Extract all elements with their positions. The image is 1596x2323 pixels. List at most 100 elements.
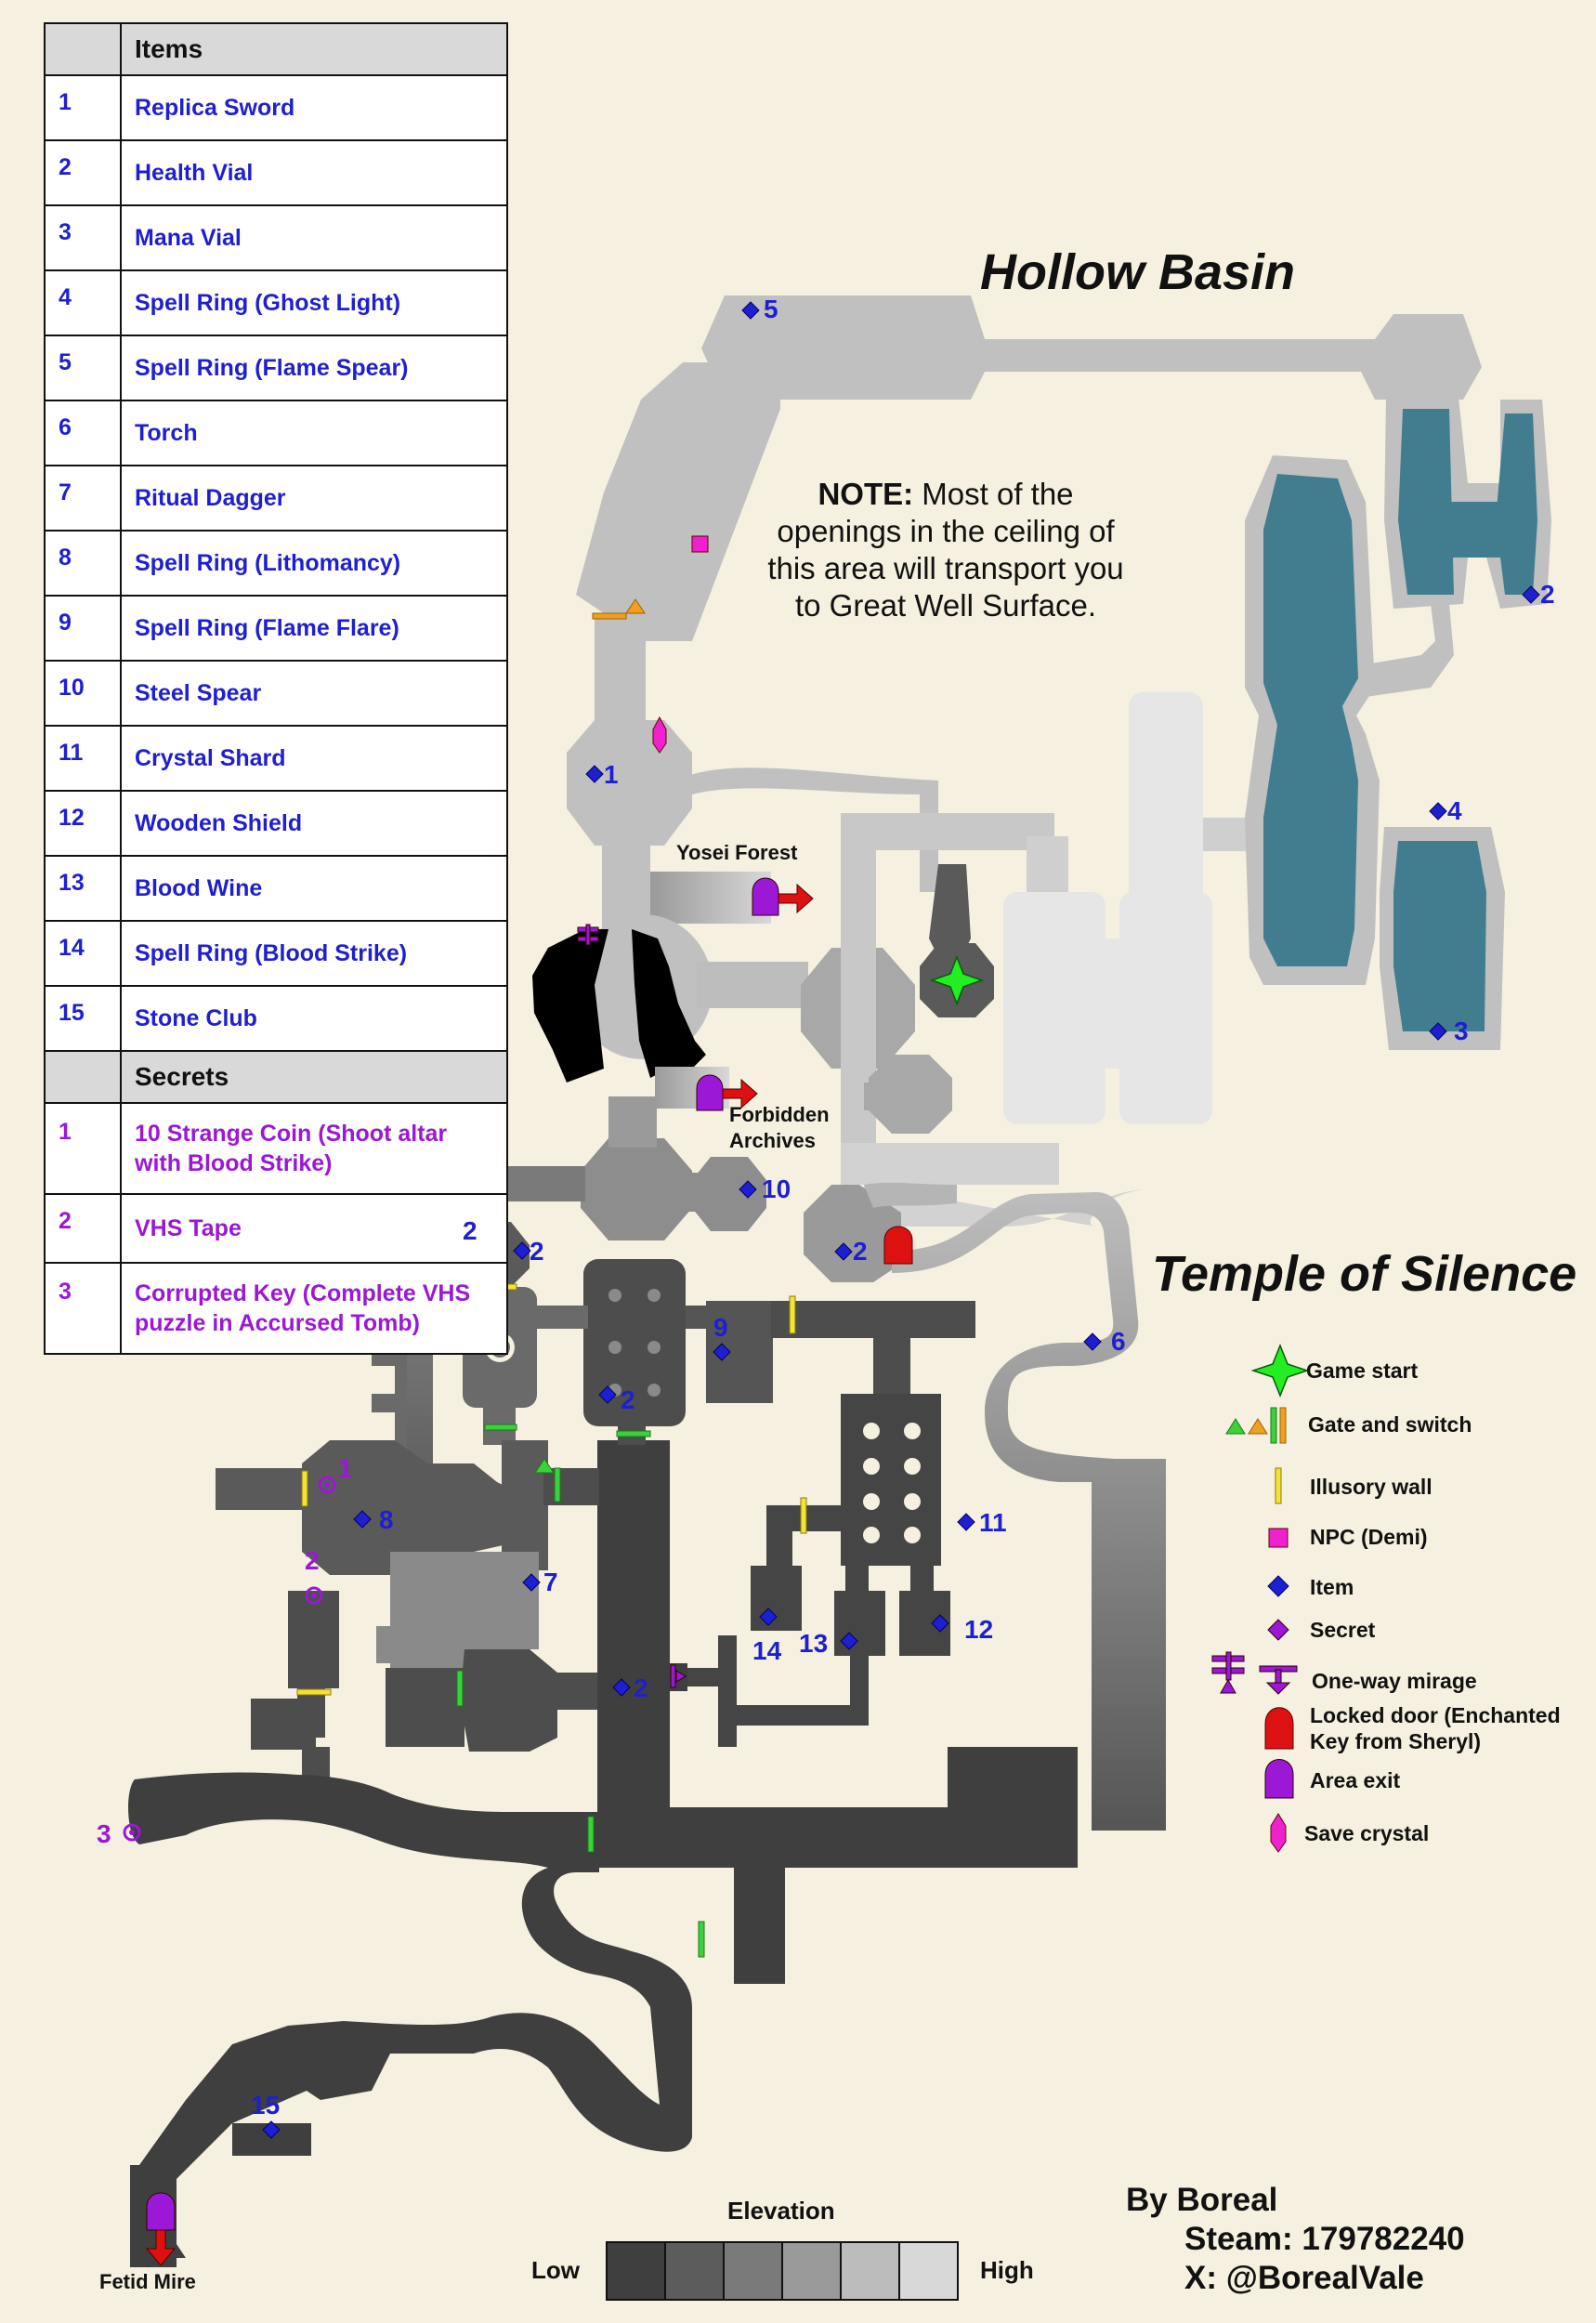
row-number: 7 (44, 465, 122, 532)
east-hall-top (1129, 692, 1203, 906)
yosei-exit-corridor (650, 872, 771, 924)
map-item-label: 15 (251, 2091, 281, 2120)
item-marker-7 (522, 1573, 541, 1592)
note-bold: NOTE: (818, 477, 914, 511)
item-row: 14 Spell Ring (Blood Strike) (44, 920, 508, 987)
item-marker-2c (834, 1242, 853, 1261)
item-row: 3 Mana Vial (44, 204, 508, 271)
key-label-mirage: One-way mirage (1312, 1669, 1477, 1693)
row-number: 9 (44, 595, 122, 662)
item-row: 1 Replica Sword (44, 74, 508, 141)
row-number: 11 (44, 725, 122, 792)
key-npc-icon (1268, 1528, 1289, 1548)
row-number: 2 (44, 1193, 122, 1264)
room-13-left-down (718, 1635, 737, 1747)
row-name: Spell Ring (Flame Flare) (120, 595, 508, 662)
item-row: 6 Torch (44, 400, 508, 466)
room-below-7-mid (460, 1649, 557, 1752)
illusory-wall-3 (301, 1470, 308, 1507)
key-label-game-start: Game start (1306, 1358, 1419, 1383)
key-locked-icon (1264, 1707, 1294, 1750)
map-markers (145, 535, 985, 2266)
key-label-locked-2: Key from Sheryl) (1310, 1729, 1482, 1753)
map-item-label: 4 (1447, 796, 1462, 825)
map-item-label: 1 (604, 760, 619, 789)
dark-cave (532, 929, 706, 1083)
dotted-room-pillars (608, 1289, 661, 1397)
elevation-step (898, 2241, 959, 2301)
gate-4 (456, 1670, 464, 1707)
map-item-label: 2 (463, 1216, 477, 1245)
map-item-label: 2 (853, 1237, 868, 1266)
row-name: Wooden Shield (120, 790, 508, 857)
row-name: Items (120, 22, 508, 76)
basin-stem (595, 613, 646, 734)
secret-row: 2 VHS Tape (44, 1193, 508, 1264)
key-label-gate: Gate and switch (1308, 1412, 1472, 1437)
water-main (1263, 474, 1358, 966)
key-label-locked-1: Locked door (Enchanted (1310, 1703, 1561, 1727)
map-item-label: 2 (621, 1385, 635, 1414)
secret-2-lower-room (251, 1699, 316, 1750)
ceiling-note: NOTE: Most of the openings in the ceilin… (760, 476, 1132, 624)
room-8-east-link (543, 1468, 599, 1505)
temple-dotted-room (583, 1259, 686, 1426)
basin-hub-corridor (697, 962, 808, 1008)
item-marker-6 (1083, 1332, 1102, 1351)
room-8-east (502, 1440, 548, 1570)
key-label-secret: Secret (1310, 1618, 1376, 1642)
east-water-link (1203, 818, 1249, 851)
row-name: Replica Sword (120, 74, 508, 141)
row-name: Mana Vial (120, 204, 508, 271)
junction-room (581, 1138, 692, 1240)
elevation-step (723, 2241, 783, 2301)
key-switch-orange (1248, 1418, 1268, 1435)
secret-row: 3 Corrupted Key (Complete VHS puzzle in A… (44, 1262, 508, 1355)
temple-of-silence-area (128, 1222, 1078, 2267)
item-marker-8 (353, 1510, 372, 1529)
secret-row: 1 10 Strange Coin (Shoot altar with Blood… (44, 1102, 508, 1195)
npc-demi (691, 535, 709, 553)
grid-room-pillars (863, 1423, 921, 1543)
item-row: 13 Blood Wine (44, 855, 508, 922)
water-frame-link (1366, 604, 1454, 697)
gate-orange (592, 612, 627, 620)
temple-of-silence-title: Temple of Silence (1152, 1246, 1577, 1302)
credit-steam: Steam: 179782240 (1184, 2221, 1465, 2257)
row-name: 10 Strange Coin (Shoot altar with Blood … (120, 1102, 508, 1195)
basin-diagonal-hall (576, 362, 780, 641)
map-item-label: 10 (762, 1175, 791, 1203)
row-number: 3 (44, 1262, 122, 1355)
key-gate-orange (1279, 1407, 1287, 1444)
key-item-icon (1267, 1575, 1289, 1597)
elevation-title: Elevation (727, 2197, 835, 2225)
room-8-west (216, 1468, 308, 1510)
temple-central-vertical (597, 1440, 670, 1649)
key-mirage-icon-left (1211, 1651, 1245, 1694)
basin-hub-north (841, 813, 1054, 850)
row-number: 6 (44, 400, 122, 466)
gate-5 (587, 1816, 595, 1853)
map-secret-label: 1 (338, 1454, 353, 1483)
water-top-left (1398, 409, 1454, 595)
map-item-label: 11 (979, 1508, 1007, 1537)
item-row: 12 Wooden Shield (44, 790, 508, 857)
items-header-row: Items (44, 22, 508, 76)
temple-lower-hall-right (948, 1747, 1078, 1868)
game-start-star (929, 954, 985, 1006)
secrets-header-row: Secrets (44, 1050, 508, 1104)
secret-marker-2 (305, 1586, 323, 1605)
item-marker-14 (759, 1608, 778, 1626)
key-illusory-icon (1275, 1467, 1282, 1504)
row-number: 14 (44, 920, 122, 987)
yosei-exit-door (752, 877, 779, 916)
mirage-top (577, 924, 599, 946)
item-marker-11 (957, 1513, 975, 1531)
illusory-wall-4 (800, 1497, 807, 1534)
key-save-icon (1270, 1813, 1287, 1853)
temple-lower-hall-h (597, 1807, 950, 1868)
grid-room-left-down (766, 1505, 792, 1570)
fetid-exit-arrow (145, 2229, 177, 2266)
item-marker-5 (741, 301, 760, 320)
key-gate-green (1270, 1407, 1277, 1444)
